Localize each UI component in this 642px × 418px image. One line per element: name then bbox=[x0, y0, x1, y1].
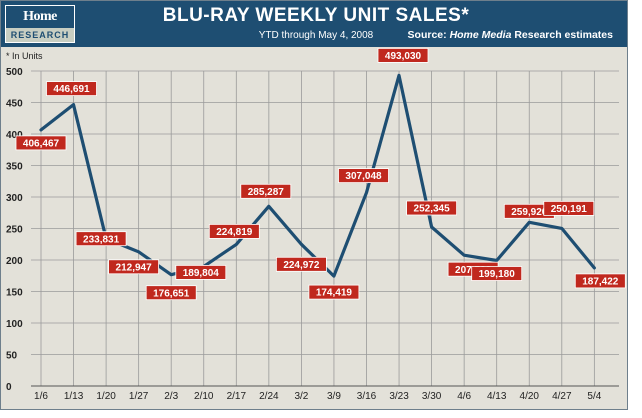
data-label-text: 176,651 bbox=[153, 288, 190, 299]
data-label-box bbox=[543, 200, 595, 216]
x-tick-label: 2/10 bbox=[194, 391, 214, 402]
y-tick-label: 450 bbox=[6, 99, 23, 110]
data-label-text: 224,819 bbox=[216, 227, 253, 238]
x-tick-label: 3/2 bbox=[294, 391, 308, 402]
y-tick-label: 100 bbox=[6, 319, 23, 330]
data-label-box bbox=[208, 223, 260, 239]
data-label-text: 224,972 bbox=[283, 260, 320, 271]
data-label-text: 259,920 bbox=[511, 207, 548, 218]
data-label-text: 189,804 bbox=[183, 268, 220, 279]
data-label: 252,345 bbox=[406, 200, 458, 216]
data-label-box bbox=[377, 48, 429, 63]
source-suffix: Research estimates bbox=[514, 29, 613, 41]
source-credit: Source: Home Media Research estimates bbox=[408, 29, 613, 41]
x-tick-label: 2/24 bbox=[259, 391, 279, 402]
data-label-box bbox=[406, 200, 458, 216]
data-label-box bbox=[175, 264, 227, 280]
data-label-text: 233,831 bbox=[83, 234, 120, 245]
x-tick-label: 4/6 bbox=[457, 391, 471, 402]
y-tick-label: 300 bbox=[6, 193, 23, 204]
data-label-text: 493,030 bbox=[385, 51, 422, 62]
x-tick-label: 2/3 bbox=[164, 391, 178, 402]
y-tick-label: 350 bbox=[6, 162, 23, 173]
data-label: 250,191 bbox=[543, 200, 595, 216]
data-label-text: 199,180 bbox=[479, 269, 516, 280]
y-tick-label: 50 bbox=[6, 351, 18, 362]
data-label: 174,419 bbox=[308, 284, 360, 300]
x-tick-label: 4/20 bbox=[520, 391, 540, 402]
logo-bottom-text: RESEARCH bbox=[6, 28, 74, 42]
data-label-box bbox=[275, 256, 327, 272]
data-label: 285,287 bbox=[240, 183, 292, 199]
data-label-text: 187,422 bbox=[582, 277, 619, 288]
x-tick-label: 1/6 bbox=[34, 391, 48, 402]
x-tick-label: 5/4 bbox=[587, 391, 601, 402]
data-label: 406,467 bbox=[15, 135, 67, 151]
y-tick-label: 0 bbox=[6, 382, 12, 393]
data-label-text: 252,345 bbox=[414, 204, 451, 215]
data-label-text: 212,947 bbox=[116, 262, 153, 273]
x-tick-label: 1/27 bbox=[129, 391, 149, 402]
data-label-text: 307,048 bbox=[345, 171, 382, 182]
data-label-text: 285,287 bbox=[248, 187, 285, 198]
y-tick-label: 500 bbox=[6, 67, 23, 78]
data-label-text: 174,419 bbox=[316, 288, 353, 299]
data-label: 187,422 bbox=[574, 273, 626, 289]
data-label-box bbox=[15, 135, 67, 151]
data-label: 199,180 bbox=[471, 266, 523, 281]
y-tick-label: 250 bbox=[6, 225, 23, 236]
data-label-text: 250,191 bbox=[551, 204, 588, 215]
y-axis-ticks: 0 50 100 150 200 250 300 350 400 450 500 bbox=[6, 67, 23, 393]
x-tick-label: 3/9 bbox=[327, 391, 341, 402]
data-label-box bbox=[75, 231, 127, 247]
unit-note: * In Units bbox=[6, 51, 43, 61]
data-label-box bbox=[145, 285, 197, 301]
x-tick-label: 4/27 bbox=[552, 391, 572, 402]
line-chart: * In Units 0 50 100 150 200 250 300 350 400 450 50… bbox=[6, 48, 626, 402]
data-label-text: 406,467 bbox=[23, 139, 60, 150]
y-tick-label: 150 bbox=[6, 288, 23, 299]
data-label: 233,831 bbox=[75, 231, 127, 247]
chart-frame: Home Media RESEARCH BLU-RAY WEEKLY UNIT … bbox=[0, 0, 628, 410]
data-label-box bbox=[308, 284, 360, 300]
x-tick-label: 3/23 bbox=[389, 391, 409, 402]
data-label: 446,691 bbox=[46, 81, 97, 96]
data-label-box bbox=[108, 259, 159, 275]
data-label: 224,819 bbox=[208, 223, 260, 239]
home-media-research-logo: Home Media RESEARCH bbox=[5, 5, 75, 46]
data-label-box bbox=[46, 81, 97, 96]
x-tick-label: 1/20 bbox=[96, 391, 116, 402]
x-tick-label: 1/13 bbox=[64, 391, 84, 402]
data-label-text: 446,691 bbox=[53, 84, 90, 95]
y-tick-label: 400 bbox=[6, 130, 23, 141]
data-label: 224,972 bbox=[275, 256, 327, 272]
data-label: 307,048 bbox=[338, 168, 389, 184]
data-label-box bbox=[338, 168, 389, 184]
chart-title: BLU-RAY WEEKLY UNIT SALES* bbox=[162, 5, 470, 26]
chart-header: Home Media RESEARCH BLU-RAY WEEKLY UNIT … bbox=[1, 1, 627, 47]
data-label-box bbox=[240, 183, 292, 199]
y-tick-label: 200 bbox=[6, 256, 23, 267]
x-tick-label: 2/17 bbox=[227, 391, 247, 402]
data-label: 176,651 bbox=[145, 285, 197, 301]
x-tick-label: 4/13 bbox=[487, 391, 507, 402]
source-prefix: Source: bbox=[407, 29, 447, 41]
data-label: 493,030 bbox=[377, 48, 429, 63]
x-tick-label: 3/16 bbox=[357, 391, 377, 402]
x-axis-ticks: 1/6 1/13 1/20 1/27 2/3 2/10 2/17 2/24 3/2 3/9 3/16… bbox=[34, 391, 602, 402]
data-label: 189,804 bbox=[175, 264, 227, 280]
data-labels: 406,467 446,691 233,831 212,947 176,651 189,8… bbox=[15, 48, 626, 301]
source-italic: Home Media bbox=[449, 29, 512, 41]
gridlines bbox=[31, 70, 619, 387]
chart-subtitle: YTD through May 4, 2008 bbox=[258, 30, 374, 41]
data-label: 212,947 bbox=[108, 259, 159, 275]
data-label-box bbox=[471, 266, 523, 281]
data-label-box bbox=[574, 273, 626, 289]
x-tick-label: 3/30 bbox=[422, 391, 442, 402]
